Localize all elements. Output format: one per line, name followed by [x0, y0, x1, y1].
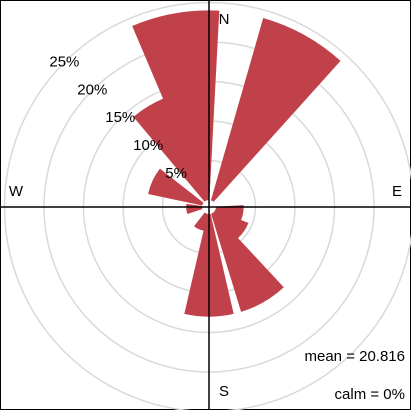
compass-w: W	[9, 183, 24, 200]
wind-bar	[148, 168, 204, 206]
wind-bar	[210, 18, 341, 202]
compass-e: E	[392, 183, 402, 200]
wind-bar	[193, 212, 208, 231]
wind-bar	[213, 209, 249, 239]
wind-bar	[133, 92, 208, 202]
wind-bar	[211, 212, 284, 312]
r-tick-label: 20%	[77, 81, 107, 98]
compass-s: S	[219, 383, 229, 400]
r-tick-label: 15%	[105, 109, 135, 126]
r-tick-label: 10%	[133, 137, 163, 154]
wind-bar	[186, 203, 203, 215]
compass-n: N	[219, 11, 230, 28]
r-tick-label: 25%	[49, 53, 79, 70]
annotation: mean = 20.816	[305, 348, 406, 365]
wind-bar	[215, 205, 244, 221]
annotation: calm = 0%	[335, 386, 405, 403]
r-tick-label: 5%	[165, 165, 187, 182]
